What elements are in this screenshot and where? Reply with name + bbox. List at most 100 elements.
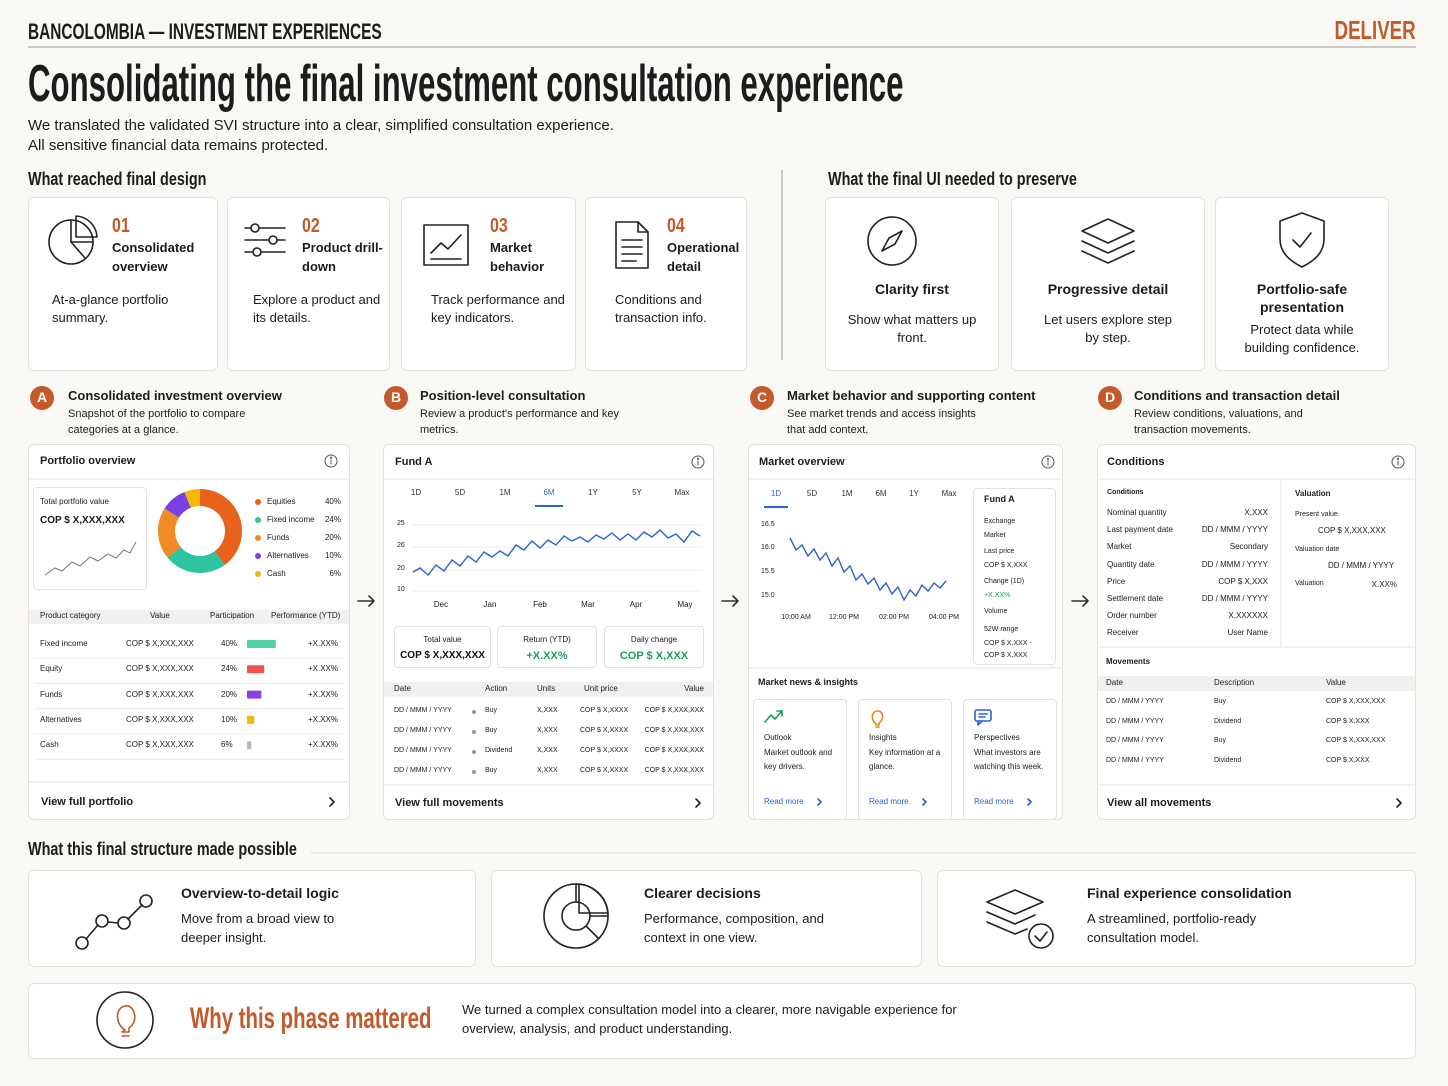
period-tab[interactable]: 1Y xyxy=(909,489,919,498)
period-tab[interactable]: 1D xyxy=(410,488,422,497)
card-number: 04 xyxy=(667,215,685,237)
legend-value: 6% xyxy=(329,569,341,578)
label: Nominal quantity xyxy=(1107,508,1167,517)
stat-value: +X.XX% xyxy=(526,650,568,662)
card-title: Consolidated overview xyxy=(112,240,195,274)
icon xyxy=(357,595,375,607)
cell: COP $ X,XXX,XXX xyxy=(126,639,194,648)
section-letter: B xyxy=(390,389,402,405)
section-letter: D xyxy=(1104,389,1116,405)
axis-label: 16.0 xyxy=(761,544,775,551)
period-tab[interactable]: 1Y xyxy=(588,488,598,497)
cell: Funds xyxy=(40,689,63,699)
cell: COP $ X,XXX,XXX xyxy=(644,747,704,754)
period-tab[interactable]: Max xyxy=(674,488,690,497)
label: Total portfolio value xyxy=(40,497,109,506)
value: Secondary xyxy=(1229,542,1268,552)
link[interactable]: Read more xyxy=(974,797,1014,806)
section-description: See market trends and access insights th… xyxy=(787,408,976,436)
period-tab[interactable]: 1D xyxy=(770,489,782,498)
news-text: Market outlook and key drivers. xyxy=(764,748,833,771)
subheading: Valuation xyxy=(1295,489,1331,498)
card-description: A streamlined, portfolio-ready consultat… xyxy=(1087,911,1257,945)
card-description: Move from a broad view to deeper insight… xyxy=(181,911,335,945)
table-header: Date xyxy=(394,684,411,693)
path xyxy=(357,595,375,607)
period-tab[interactable]: 5Y xyxy=(632,488,642,497)
cell: COP $ X,XXX,XXX xyxy=(1326,698,1386,705)
table-header: Value xyxy=(684,684,704,693)
side-title: Fund A xyxy=(984,494,1015,504)
card-title: Product drill-down xyxy=(302,240,383,274)
link[interactable]: View all movements xyxy=(1107,797,1212,809)
legend-value: 40% xyxy=(324,497,341,506)
cell: 24% xyxy=(221,664,238,674)
stat-card xyxy=(497,626,597,668)
legend-label: Equities xyxy=(267,497,296,506)
link[interactable]: View full portfolio xyxy=(41,796,134,808)
feature-card xyxy=(585,197,747,371)
label: Valuation date xyxy=(1295,546,1340,553)
card-description: Protect data while building confidence. xyxy=(1244,322,1360,355)
cell: Buy xyxy=(485,727,498,734)
axis-label: Mar xyxy=(581,600,595,609)
table-header: Description xyxy=(1214,678,1255,687)
table-header: Value xyxy=(1326,678,1346,687)
link[interactable]: Read more xyxy=(764,797,804,806)
section-title: Conditions and transaction detail xyxy=(1134,388,1340,403)
cell: COP $ X,XXXX xyxy=(580,747,629,754)
cell: Dividend xyxy=(485,747,513,754)
value: X,XXXXXX xyxy=(1228,611,1268,621)
page-title: Consolidating the final investment consu… xyxy=(28,55,904,113)
cell: COP $ X,XXX,XXX xyxy=(126,714,194,724)
cell: Buy xyxy=(485,707,498,714)
axis-label: 04:00 PM xyxy=(929,614,959,621)
label: Last price xyxy=(984,548,1015,555)
label: Exchange xyxy=(984,518,1016,525)
stat-value: COP $ X,XXX xyxy=(619,650,689,662)
legend-label: Funds xyxy=(267,533,290,542)
label: Quantity date xyxy=(1107,559,1155,569)
card-description: Show what matters up front. xyxy=(847,312,977,345)
link[interactable]: Read more xyxy=(869,797,909,806)
cell: +X.XX% xyxy=(307,689,338,699)
section-description: Snapshot of the portfolio to compare cat… xyxy=(68,408,246,436)
cell: DD / MMM / YYYY xyxy=(1106,737,1164,744)
icon xyxy=(721,595,739,607)
value: X.XX% xyxy=(1371,580,1397,589)
section-description: Review conditions, valuations, and trans… xyxy=(1134,408,1303,436)
period-tab[interactable]: 6M xyxy=(543,488,555,497)
cell: Buy xyxy=(1214,698,1227,705)
table-header: Units xyxy=(537,684,556,693)
conditions-panel xyxy=(1097,444,1416,820)
period-tab[interactable]: 6M xyxy=(875,489,887,498)
table-header: Value xyxy=(150,611,170,620)
cell: X,XXX xyxy=(537,707,558,714)
value: X,XXX xyxy=(1244,508,1268,517)
cell: 40% xyxy=(221,639,238,648)
card-description: Performance, composition, and context in… xyxy=(644,911,824,945)
cell: X,XXX xyxy=(537,727,558,734)
cell: DD / MMM / YYYY xyxy=(394,707,452,714)
news-kicker: Perspectives xyxy=(974,733,1020,742)
legend-label: Cash xyxy=(267,569,286,578)
period-tab[interactable]: 5D xyxy=(806,489,818,498)
period-tab[interactable]: 1M xyxy=(841,489,853,498)
stat-label: Daily change xyxy=(630,635,678,644)
label: Valuation xyxy=(1295,580,1324,587)
path xyxy=(721,595,739,607)
cell: COP $ X,XXXX xyxy=(580,707,629,714)
period-tab[interactable]: 1M xyxy=(499,488,511,497)
axis-label: 25 xyxy=(397,520,405,527)
cell: Cash xyxy=(40,740,59,750)
period-tab[interactable]: Max xyxy=(941,489,957,498)
stat-value: COP $ X,XXX,XXX xyxy=(400,650,485,661)
axis-label: May xyxy=(677,600,693,609)
section-letter: A xyxy=(36,389,48,405)
period-tab[interactable]: 5D xyxy=(454,488,466,497)
intro: We translated the validated SVI structur… xyxy=(28,117,614,134)
value: Market xyxy=(984,532,1006,539)
value: COP $ X,XXX xyxy=(1218,576,1268,586)
axis-label: 20 xyxy=(397,565,405,572)
link[interactable]: View full movements xyxy=(395,797,504,809)
